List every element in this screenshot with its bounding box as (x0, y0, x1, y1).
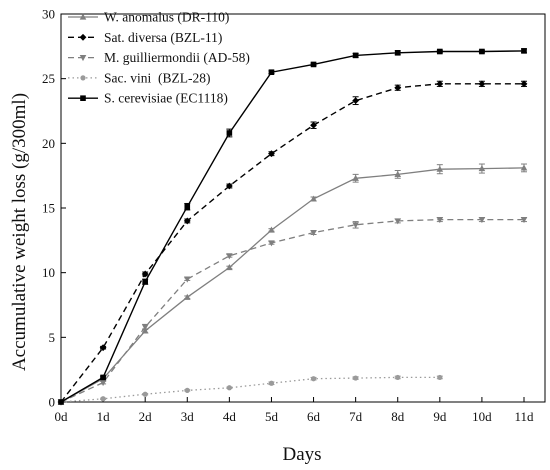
y-tick-label: 15 (42, 201, 55, 216)
data-point (268, 150, 275, 158)
legend: W. anomalus (DR-110) Sat. diversa (BZL-11… (68, 10, 250, 106)
data-point (100, 374, 106, 381)
series-line (60, 167, 525, 403)
y-tick-label: 5 (49, 330, 56, 345)
legend-marker (79, 33, 87, 41)
data-point (310, 376, 317, 382)
legend-marker (79, 55, 87, 62)
data-point (520, 217, 528, 224)
data-point (141, 270, 149, 278)
data-point (353, 375, 359, 381)
legend-label: W. anomalus (DR-110) (104, 10, 229, 25)
data-point (226, 253, 233, 260)
series-line (60, 83, 524, 403)
legend-label: S. cerevisiae (EC1118) (104, 91, 228, 106)
data-point (183, 293, 191, 300)
legend-marker (80, 95, 86, 101)
x-tick-label: 8d (391, 409, 405, 424)
data-point (183, 276, 191, 283)
data-point (310, 121, 317, 129)
data-point (310, 229, 317, 237)
data-point (395, 374, 401, 381)
data-point (184, 203, 191, 210)
data-point (520, 80, 528, 88)
y-tick-label: 0 (49, 395, 56, 410)
data-point (226, 263, 233, 271)
x-tick-label: 3d (181, 409, 195, 424)
legend-label: M. guilliermondii (AD-58) (104, 50, 250, 65)
x-tick-label: 9d (433, 409, 447, 424)
data-point (183, 217, 191, 225)
data-point (520, 164, 528, 171)
data-point (437, 374, 443, 381)
y-tick-label: 25 (42, 71, 55, 86)
data-point (436, 165, 444, 172)
data-point (310, 61, 317, 68)
series-line (60, 50, 525, 403)
data-point (58, 399, 64, 405)
x-tick-label: 0d (55, 409, 69, 424)
axes-group: 0 5 10 15 20 25 30 0d 1d 2d 3d 4d 5d 6d 7d 8d 9d 10d 11d (42, 7, 546, 424)
legend-label: Sat. diversa (BZL-11) (104, 30, 222, 45)
legend-label: Sac. vini (BZL-28) (104, 70, 210, 85)
data-point (478, 80, 486, 88)
x-tick-label: 7d (349, 409, 363, 424)
series-line (60, 218, 524, 403)
data-point (141, 324, 149, 331)
data-point (99, 344, 107, 352)
data-point (394, 218, 402, 225)
data-point (394, 170, 402, 177)
data-point (436, 80, 444, 88)
y-tick-label: 10 (42, 265, 55, 280)
data-point (479, 48, 485, 55)
plot-area (57, 48, 528, 406)
data-point (268, 240, 275, 247)
x-tick-label: 1d (97, 409, 111, 424)
data-point (352, 222, 359, 229)
data-point (478, 165, 486, 172)
data-point (99, 380, 107, 387)
data-point (142, 278, 148, 285)
x-axis-title: Days (282, 444, 321, 465)
data-point (437, 48, 443, 55)
legend-marker (80, 75, 86, 81)
data-point (268, 226, 275, 233)
data-point (478, 217, 486, 224)
legend-marker (79, 13, 87, 20)
data-point (394, 84, 402, 92)
data-point (352, 174, 359, 181)
x-tick-label: 2d (139, 409, 153, 424)
data-point (268, 380, 275, 386)
data-point (226, 385, 232, 391)
series-line (60, 376, 440, 403)
series-2 (57, 80, 528, 406)
y-tick-label: 20 (42, 136, 55, 151)
data-point (521, 48, 527, 54)
series-4 (58, 374, 443, 405)
data-point (142, 391, 148, 397)
y-axis-title: Accumulative weight loss (g/300ml) (9, 93, 30, 371)
data-point (184, 387, 190, 393)
data-point (394, 50, 401, 56)
data-point (268, 69, 275, 75)
series-5 (58, 48, 527, 405)
x-tick-label: 5d (265, 409, 279, 424)
data-point (100, 396, 106, 402)
data-point (352, 97, 360, 105)
x-tick-label: 4d (223, 409, 237, 424)
data-point (436, 217, 444, 224)
data-point (310, 195, 317, 202)
data-point (225, 182, 233, 190)
y-tick-label: 30 (42, 7, 55, 22)
x-tick-label: 6d (307, 409, 321, 424)
x-tick-label: 11d (514, 409, 534, 424)
x-tick-label: 10d (472, 409, 492, 424)
data-point (226, 130, 233, 136)
data-point (352, 52, 359, 59)
